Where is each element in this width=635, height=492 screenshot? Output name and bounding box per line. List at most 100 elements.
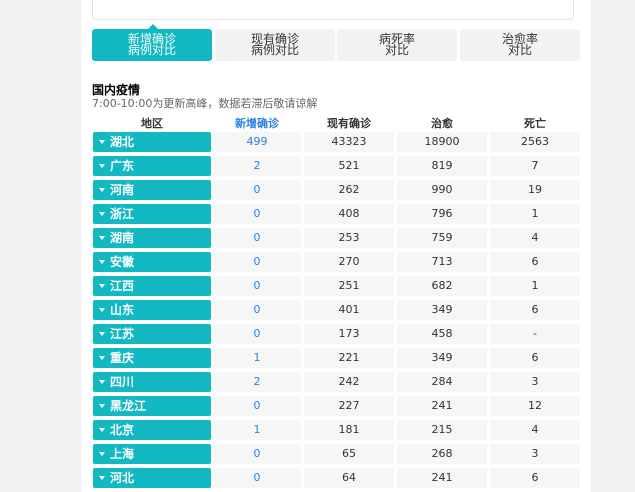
table-row: 北京 1 181 215 4 [81, 420, 591, 440]
region-name: 河北 [110, 471, 135, 485]
cell-current-confirmed: 242 [304, 372, 394, 392]
header-cured: 治愈 [431, 117, 453, 130]
cell-dead: 4 [490, 420, 580, 440]
region-toggle[interactable]: 江苏 [93, 324, 211, 344]
triangle-down-icon [99, 476, 105, 480]
cell-dead: 4 [490, 228, 580, 248]
region-toggle[interactable]: 湖南 [93, 228, 211, 248]
table-row: 重庆 1 221 349 6 [81, 348, 591, 368]
cell-cured: 990 [397, 180, 487, 200]
cell-cured: 819 [397, 156, 487, 176]
cell-dead: 19 [490, 180, 580, 200]
cell-new-confirmed: 0 [213, 228, 301, 248]
tab-label-line2: 对比 [507, 43, 532, 57]
cell-current-confirmed: 221 [304, 348, 394, 368]
region-toggle[interactable]: 四川 [93, 372, 211, 392]
cell-new-confirmed: 2 [213, 372, 301, 392]
cell-dead: 12 [490, 396, 580, 416]
cell-current-confirmed: 408 [304, 204, 394, 224]
cell-dead: - [490, 324, 580, 344]
tab-label-line2: 对比 [384, 43, 409, 57]
region-toggle[interactable]: 山东 [93, 300, 211, 320]
region-name: 浙江 [110, 207, 135, 221]
triangle-down-icon [99, 284, 105, 288]
table-row: 湖南 0 253 759 4 [81, 228, 591, 248]
region-name: 江苏 [110, 327, 135, 341]
region-toggle[interactable]: 上海 [93, 444, 211, 464]
region-toggle[interactable]: 安徽 [93, 252, 211, 272]
table-row: 河北 0 64 241 6 [81, 468, 591, 488]
header-dead: 死亡 [524, 117, 546, 130]
cell-new-confirmed: 0 [213, 468, 301, 488]
cell-cured: 458 [397, 324, 487, 344]
region-toggle[interactable]: 江西 [93, 276, 211, 296]
region-name: 上海 [110, 447, 135, 461]
region-toggle[interactable]: 河南 [93, 180, 211, 200]
cell-current-confirmed: 251 [304, 276, 394, 296]
cell-new-confirmed: 0 [213, 444, 301, 464]
cell-current-confirmed: 270 [304, 252, 394, 272]
triangle-down-icon [99, 164, 105, 168]
region-toggle[interactable]: 重庆 [93, 348, 211, 368]
header-new-confirmed[interactable]: 新增确诊 [235, 117, 279, 130]
cell-cured: 349 [397, 300, 487, 320]
region-toggle[interactable]: 河北 [93, 468, 211, 488]
cell-new-confirmed: 0 [213, 324, 301, 344]
table-row: 江西 0 251 682 1 [81, 276, 591, 296]
cell-cured: 241 [397, 396, 487, 416]
cell-new-confirmed: 499 [213, 132, 301, 152]
cell-cured: 18900 [397, 132, 487, 152]
region-toggle[interactable]: 广东 [93, 156, 211, 176]
cell-new-confirmed: 0 [213, 252, 301, 272]
region-name: 北京 [110, 423, 135, 437]
region-name: 重庆 [110, 351, 135, 365]
triangle-down-icon [99, 380, 105, 384]
cell-cured: 268 [397, 444, 487, 464]
tab-current-confirmed-compare[interactable]: 现有确诊 病例对比 [215, 29, 335, 61]
triangle-down-icon [99, 428, 105, 432]
cell-dead: 6 [490, 348, 580, 368]
region-name: 四川 [110, 375, 135, 389]
cell-current-confirmed: 521 [304, 156, 394, 176]
comparison-tabs: 新增确诊 病例对比 现有确诊 病例对比 病死率 对比 治愈率 对比 [92, 24, 580, 61]
tab-fatality-rate-compare[interactable]: 病死率 对比 [337, 29, 457, 61]
epidemic-panel: 新增确诊 病例对比 现有确诊 病例对比 病死率 对比 治愈率 对比 国内疫情 7… [81, 0, 591, 492]
cell-new-confirmed: 0 [213, 300, 301, 320]
cell-dead: 1 [490, 204, 580, 224]
region-toggle[interactable]: 黑龙江 [93, 396, 211, 416]
table-row: 江苏 0 173 458- [81, 324, 591, 344]
cell-current-confirmed: 227 [304, 396, 394, 416]
region-name: 湖北 [110, 135, 135, 149]
triangle-down-icon [99, 140, 105, 144]
cell-current-confirmed: 173 [304, 324, 394, 344]
tab-cure-rate-compare[interactable]: 治愈率 对比 [460, 29, 580, 61]
cell-current-confirmed: 401 [304, 300, 394, 320]
table-row: 安徽 0 270 713 6 [81, 252, 591, 272]
triangle-down-icon [99, 188, 105, 192]
update-note: 7:00-10:00为更新高峰，数据若滞后敬请谅解 [92, 97, 318, 110]
table-row: 浙江 0 408 796 1 [81, 204, 591, 224]
table-row: 上海 0 65 268 3 [81, 444, 591, 464]
region-toggle[interactable]: 北京 [93, 420, 211, 440]
triangle-down-icon [99, 332, 105, 336]
region-toggle[interactable]: 湖北 [93, 132, 211, 152]
cell-dead: 1 [490, 276, 580, 296]
tab-label-line1: 新增确诊 [127, 32, 176, 46]
cell-new-confirmed: 0 [213, 396, 301, 416]
cell-cured: 349 [397, 348, 487, 368]
region-name: 安徽 [110, 255, 135, 269]
region-name: 山东 [110, 303, 135, 317]
cell-cured: 759 [397, 228, 487, 248]
triangle-down-icon [99, 356, 105, 360]
cell-cured: 241 [397, 468, 487, 488]
cell-cured: 215 [397, 420, 487, 440]
cell-dead: 3 [490, 372, 580, 392]
region-toggle[interactable]: 浙江 [93, 204, 211, 224]
header-region: 地区 [141, 117, 163, 130]
region-name: 江西 [110, 279, 135, 293]
trend-chart-remnant [92, 0, 574, 20]
table-row: 山东 0 401 349 6 [81, 300, 591, 320]
tab-new-confirmed-compare[interactable]: 新增确诊 病例对比 [92, 24, 212, 61]
triangle-down-icon [99, 212, 105, 216]
cell-new-confirmed: 0 [213, 180, 301, 200]
